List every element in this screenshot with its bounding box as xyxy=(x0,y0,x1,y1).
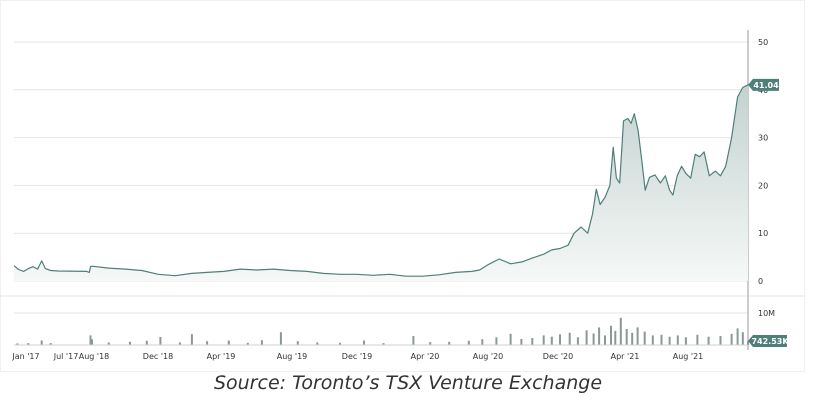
volume-bar xyxy=(747,341,749,345)
volume-bar xyxy=(604,335,606,345)
volume-bar xyxy=(730,333,733,345)
volume-bar xyxy=(542,335,545,345)
chart-frame xyxy=(0,0,805,372)
x-tick-label: Aug '20 xyxy=(473,352,504,361)
x-tick-label: Apr '20 xyxy=(411,352,440,361)
volume-bar xyxy=(619,317,622,345)
volume-bar xyxy=(643,331,646,345)
price-area xyxy=(13,84,749,281)
volume-bar xyxy=(246,342,249,345)
volume-bar xyxy=(531,338,534,345)
last-price-badge-label: 41.04 xyxy=(753,81,779,90)
source-caption: Source: Toronto’s TSX Venture Exchange xyxy=(213,372,603,394)
x-axis-ticks: Jan '17 Jul '17 Aug '18 Dec '18 Apr '19 Aug '… xyxy=(11,352,703,361)
volume-bar xyxy=(339,342,342,345)
volume-bar xyxy=(651,335,654,345)
y-tick-label: 50 xyxy=(758,38,768,47)
volume-bar xyxy=(107,342,110,345)
volume-bar xyxy=(481,339,484,345)
volume-bar xyxy=(91,339,93,345)
last-volume-badge-label: 742.53K xyxy=(751,337,789,346)
x-tick-label: Dec '18 xyxy=(143,352,173,361)
volume-bar xyxy=(145,340,148,345)
volume-bar xyxy=(412,336,415,345)
volume-bars xyxy=(14,317,749,346)
volume-bar xyxy=(660,334,663,345)
volume-bar xyxy=(550,336,553,345)
volume-max-label: 10M xyxy=(758,309,775,318)
x-tick-label: Apr '19 xyxy=(207,352,236,361)
volume-bar xyxy=(668,336,671,345)
volume-bar xyxy=(676,335,679,345)
volume-bar xyxy=(159,337,162,345)
volume-bar xyxy=(316,342,319,345)
volume-bar xyxy=(736,328,739,345)
volume-bar xyxy=(296,341,299,345)
volume-bar xyxy=(448,341,451,345)
volume-bar xyxy=(636,327,639,345)
volume-bar xyxy=(707,336,710,345)
volume-bar xyxy=(625,329,628,345)
price-line xyxy=(13,84,749,277)
volume-bar xyxy=(206,341,209,345)
volume-bar xyxy=(576,337,579,345)
volume-bar xyxy=(279,332,282,345)
last-volume-badge-shape xyxy=(748,335,787,347)
y-tick-label: 10 xyxy=(758,229,768,238)
volume-bar xyxy=(27,343,30,345)
volume-bar xyxy=(614,330,617,345)
volume-bar xyxy=(260,340,263,345)
y-tick-label: 20 xyxy=(758,181,768,190)
volume-bar xyxy=(719,336,722,345)
last-value-badges: 41.04 742.53K xyxy=(748,78,789,347)
volume-bar xyxy=(89,335,92,345)
volume-bar xyxy=(684,337,687,345)
x-tick-label: Aug '19 xyxy=(277,352,308,361)
volume-bar xyxy=(585,330,588,345)
volume-bar xyxy=(467,340,470,345)
volume-bar xyxy=(227,340,230,345)
volume-bar xyxy=(129,341,131,345)
y-tick-label: 0 xyxy=(758,277,763,286)
x-tick-label: Aug '18 xyxy=(79,352,110,361)
volume-bar xyxy=(568,332,571,345)
x-tick-label: Jul '17 xyxy=(53,352,79,361)
volume-bar xyxy=(631,332,634,345)
volume-bar xyxy=(592,333,595,345)
volume-bar xyxy=(598,327,601,345)
x-tick-label: Aug '21 xyxy=(673,352,704,361)
x-tick-label: Jan '17 xyxy=(11,352,39,361)
volume-bar xyxy=(382,343,385,345)
volume-bar xyxy=(509,333,512,345)
volume-bar xyxy=(520,338,523,345)
volume-bar xyxy=(178,342,181,345)
volume-bar xyxy=(610,325,612,345)
y-tick-label: 30 xyxy=(758,134,768,143)
x-tick-label: Apr '21 xyxy=(611,352,640,361)
x-tick-label: Dec '20 xyxy=(543,352,573,361)
volume-bar xyxy=(696,334,699,345)
price-area-fill xyxy=(14,84,748,281)
volume-bar xyxy=(49,343,52,345)
volume-bar xyxy=(363,340,365,345)
volume-bar xyxy=(559,334,561,345)
last-price-badge-shape xyxy=(748,78,779,91)
volume-bar xyxy=(495,337,498,345)
x-tick-label: Dec '19 xyxy=(342,352,372,361)
volume-bar xyxy=(741,332,744,345)
volume-bar xyxy=(429,342,432,345)
volume-bar xyxy=(190,334,193,345)
volume-bar xyxy=(40,340,43,345)
volume-bar xyxy=(16,343,19,345)
